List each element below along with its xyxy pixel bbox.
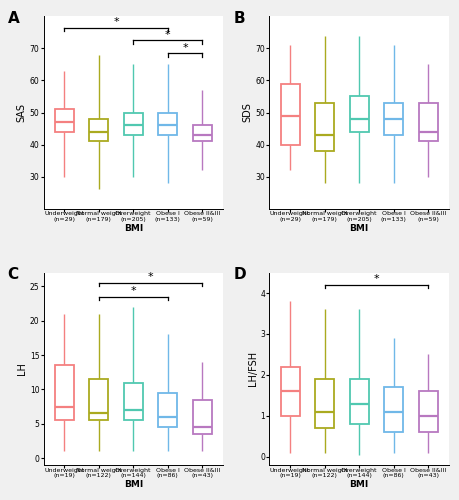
X-axis label: BMI: BMI [123, 480, 143, 489]
Bar [158, 393, 177, 427]
Bar [349, 96, 368, 132]
Text: A: A [8, 10, 19, 26]
Bar [314, 379, 333, 428]
Bar [383, 387, 402, 432]
Text: *: * [165, 30, 170, 40]
X-axis label: BMI: BMI [123, 224, 143, 232]
Bar [192, 126, 212, 142]
Text: *: * [113, 17, 118, 27]
Bar [418, 392, 437, 432]
Bar [55, 110, 73, 132]
Text: B: B [233, 10, 245, 26]
Bar [123, 112, 142, 135]
Y-axis label: LH/FSH: LH/FSH [247, 351, 257, 386]
Text: *: * [147, 272, 153, 282]
Y-axis label: SAS: SAS [17, 103, 27, 122]
Bar [192, 400, 212, 434]
Bar [89, 119, 108, 142]
Bar [158, 112, 177, 135]
Text: *: * [130, 286, 136, 296]
Bar [280, 84, 299, 144]
Text: C: C [8, 267, 19, 282]
Bar [89, 379, 108, 420]
Y-axis label: LH: LH [17, 362, 27, 375]
Y-axis label: SDS: SDS [242, 102, 252, 122]
Bar [123, 382, 142, 420]
Text: *: * [373, 274, 378, 284]
Bar [418, 103, 437, 142]
Text: *: * [182, 42, 187, 52]
Text: D: D [233, 267, 246, 282]
Bar [349, 379, 368, 424]
Bar [314, 103, 333, 151]
Bar [280, 366, 299, 416]
X-axis label: BMI: BMI [349, 480, 368, 489]
Bar [383, 103, 402, 135]
Bar [55, 366, 73, 420]
X-axis label: BMI: BMI [349, 224, 368, 232]
